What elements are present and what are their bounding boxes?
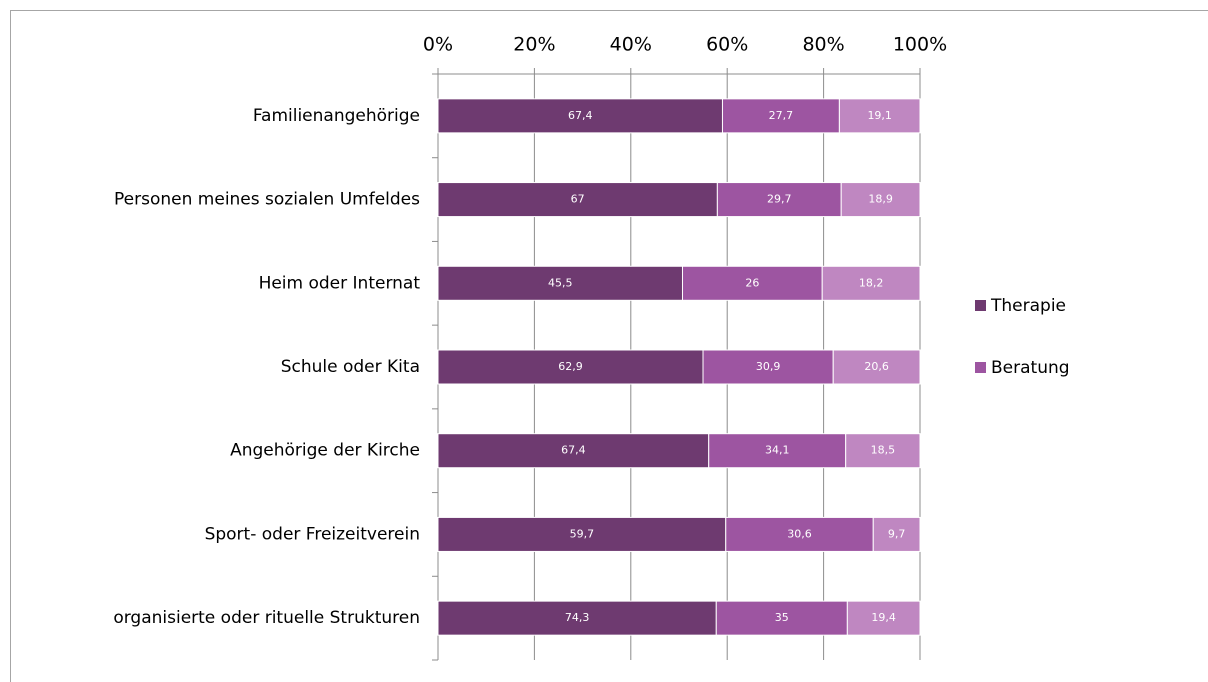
data-label: 34,1 (765, 444, 790, 457)
y-tick-label: Heim oder Internat (259, 273, 421, 293)
data-label: 18,5 (871, 444, 896, 457)
data-label: 67,4 (568, 109, 593, 122)
bar-segment (437, 182, 718, 218)
data-label: 19,1 (867, 109, 892, 122)
data-label: 67,4 (561, 444, 586, 457)
bar-segment (725, 516, 874, 552)
bar-segment (838, 98, 921, 134)
legend-swatch (975, 300, 986, 311)
bar-segment (437, 600, 717, 636)
x-tick-label: 100% (893, 34, 947, 56)
data-label: 20,6 (864, 360, 889, 373)
data-label: 30,6 (787, 527, 812, 540)
x-tick-label: 40% (610, 34, 652, 56)
data-label: 19,4 (871, 611, 896, 624)
bar-segment (437, 265, 683, 301)
data-label: 30,9 (756, 360, 781, 373)
bar-segment (437, 98, 723, 134)
y-tick-label: Personen meines sozialen Umfeldes (114, 190, 420, 210)
y-tick-label: Angehörige der Kirche (230, 441, 420, 461)
legend-label: Therapie (990, 296, 1066, 316)
bar-segment (840, 182, 921, 218)
data-label: 9,7 (888, 527, 906, 540)
data-label: 62,9 (558, 360, 583, 373)
y-tick-label: Familienangehörige (253, 106, 420, 126)
x-tick-label: 80% (802, 34, 844, 56)
legend-label: Beratung (991, 358, 1070, 378)
data-label: 27,7 (769, 109, 794, 122)
data-label: 26 (745, 276, 759, 289)
data-label: 59,7 (570, 527, 595, 540)
legend-swatch (975, 362, 986, 373)
data-label: 67 (571, 193, 585, 206)
data-label: 18,2 (859, 276, 884, 289)
y-tick-label: Sport- oder Freizeitverein (205, 524, 420, 544)
bar-segment (845, 433, 921, 469)
bar-segment (832, 349, 921, 385)
data-label: 18,9 (868, 193, 893, 206)
y-tick-label: Schule oder Kita (281, 357, 420, 377)
data-label: 74,3 (565, 611, 590, 624)
bar-segment (821, 265, 921, 301)
bar-segment (872, 516, 921, 552)
bar-segment (437, 433, 710, 469)
data-label: 29,7 (767, 193, 792, 206)
x-tick-label: 20% (513, 34, 555, 56)
bar-segment (716, 182, 842, 218)
data-label: 35 (775, 611, 789, 624)
x-tick-label: 0% (423, 34, 453, 56)
x-tick-label: 60% (706, 34, 748, 56)
y-tick-label: organisierte oder rituelle Strukturen (113, 608, 420, 628)
bar-segment (708, 433, 847, 469)
data-label: 45,5 (548, 276, 573, 289)
bar-segment (846, 600, 921, 636)
bar-segment (681, 265, 823, 301)
bar-segment (715, 600, 848, 636)
bar-segment (437, 516, 727, 552)
